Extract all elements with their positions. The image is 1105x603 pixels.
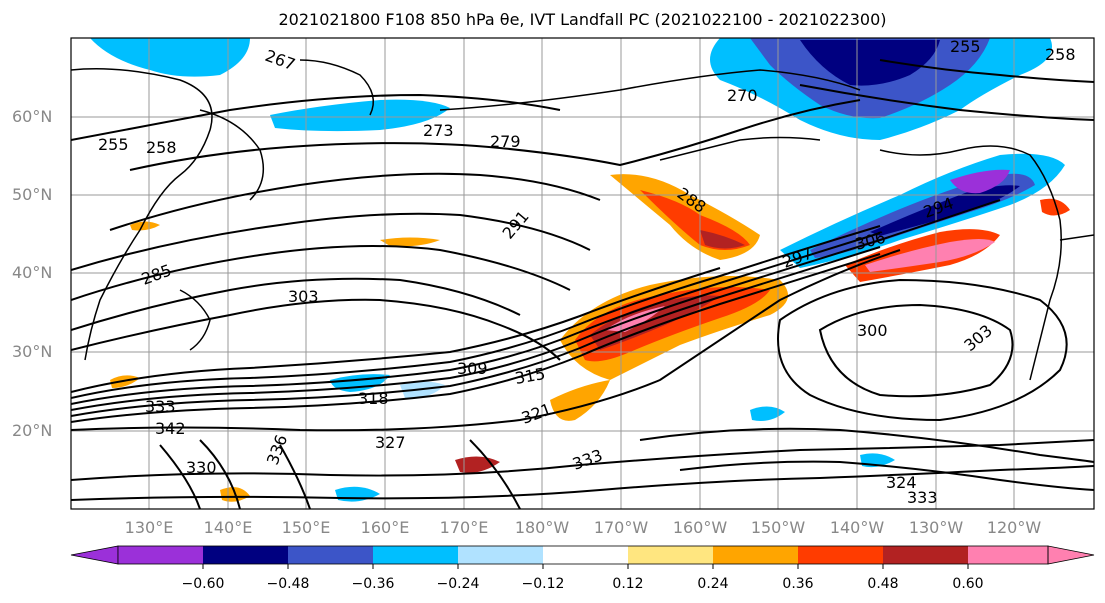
lon-label-120w: 120°W <box>986 518 1042 537</box>
lon-label-130e: 130°E <box>124 518 174 537</box>
lon-label-130w: 130°W <box>908 518 964 537</box>
colorbar-segment <box>883 546 968 564</box>
contour-label: 309 <box>457 359 488 378</box>
colorbar-segment <box>628 546 713 564</box>
lon-label-170e: 170°E <box>439 518 489 537</box>
coastlines <box>71 59 1094 381</box>
colorbar-segment <box>543 546 628 564</box>
contour-label: 255 <box>98 135 129 154</box>
colorbar-segment <box>968 546 1048 564</box>
colorbar-tick-label: −0.48 <box>266 576 310 592</box>
contour-label: 300 <box>857 321 888 340</box>
lon-label-140w: 140°W <box>829 518 885 537</box>
lat-label-40n: 40°N <box>12 263 53 282</box>
contour-label: 318 <box>358 389 389 408</box>
contour-label: 279 <box>490 132 521 151</box>
lon-label-150w: 150°W <box>750 518 806 537</box>
colorbar-tick-label: 0.24 <box>697 576 729 592</box>
map-title: 2021021800 F108 850 hPa θe, IVT Landfall… <box>278 10 887 29</box>
map-frame <box>70 37 1095 510</box>
colorbar-tick-label: 0.48 <box>867 576 899 592</box>
colorbar-tick-label: 0.36 <box>782 576 814 592</box>
contour-label: 258 <box>1045 45 1076 64</box>
contour-label: 255 <box>950 37 981 56</box>
colorbar-tick-label: 0.12 <box>612 576 644 592</box>
contour-label: 258 <box>146 138 177 157</box>
map-area: 267 255 258 273 279 291 288 297 300 303 … <box>71 37 1094 509</box>
colorbar-segment <box>203 546 288 564</box>
contour-label: 327 <box>375 433 406 452</box>
lon-label-180w: 180°W <box>514 518 570 537</box>
colorbar <box>70 545 1095 569</box>
colorbar-tick-label: −0.24 <box>436 576 480 592</box>
contour-label: 333 <box>145 397 176 416</box>
lon-label-170w: 170°W <box>593 518 649 537</box>
lat-label-20n: 20°N <box>12 421 53 440</box>
lat-label-30n: 30°N <box>12 342 53 361</box>
lat-label-60n: 60°N <box>12 107 53 126</box>
lon-label-140e: 140°E <box>203 518 253 537</box>
colorbar-segment <box>288 546 373 564</box>
colorbar-segment <box>118 546 203 564</box>
contour-lines <box>71 59 1094 509</box>
contour-label: 303 <box>288 287 319 306</box>
colorbar-segment <box>1047 545 1095 565</box>
contour-label: 324 <box>886 473 917 492</box>
contour-label: 330 <box>186 458 217 477</box>
colorbar-segment <box>373 546 458 564</box>
colorbar-tick-label: −0.36 <box>351 576 395 592</box>
contour-label: 333 <box>907 488 938 507</box>
colorbar-segment <box>458 546 543 564</box>
contour-label: 342 <box>155 419 186 438</box>
colorbar-segment <box>713 546 798 564</box>
lon-label-160w: 160°W <box>672 518 728 537</box>
colorbar-segment <box>798 546 883 564</box>
colorbar-segment <box>70 545 119 565</box>
colorbar-tick-label: −0.60 <box>181 576 225 592</box>
lon-label-150e: 150°E <box>281 518 331 537</box>
contour-label: 273 <box>423 121 454 140</box>
colorbar-tick-label: 0.60 <box>952 576 984 592</box>
contour-label: 270 <box>727 86 758 105</box>
colorbar-tick-label: −0.12 <box>521 576 565 592</box>
lat-label-50n: 50°N <box>12 185 53 204</box>
lon-label-160e: 160°E <box>360 518 410 537</box>
